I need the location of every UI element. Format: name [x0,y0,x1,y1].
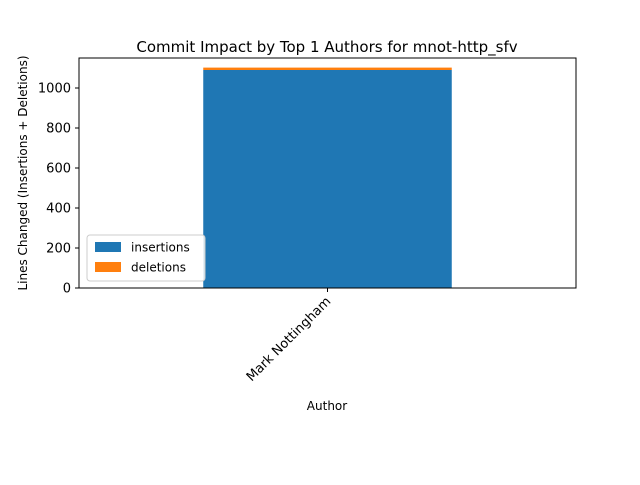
y-tick-label: 200 [46,242,71,257]
y-tick-label: 400 [46,202,71,217]
y-tick-label: 1000 [38,82,71,97]
legend-label-insertions: insertions [131,241,190,255]
y-tick-label: 600 [46,162,71,177]
x-axis-label: Author [307,399,347,413]
y-tick-label: 0 [63,282,71,297]
y-axis: 0 200 400 600 800 1000 [38,82,79,297]
bar-insertions [203,70,452,288]
legend-swatch-deletions [95,262,121,272]
legend-swatch-insertions [95,242,121,252]
y-axis-label: Lines Changed (Insertions + Deletions) [16,55,30,290]
chart-title: Commit Impact by Top 1 Authors for mnot-… [136,38,517,57]
legend-label-deletions: deletions [131,261,186,275]
legend: insertions deletions [86,234,206,282]
y-tick-label: 800 [46,122,71,137]
x-axis: Mark Nottingham [244,288,335,385]
x-tick-label: Mark Nottingham [244,294,335,385]
bar-deletions [203,67,452,70]
bars-layer [203,67,452,288]
